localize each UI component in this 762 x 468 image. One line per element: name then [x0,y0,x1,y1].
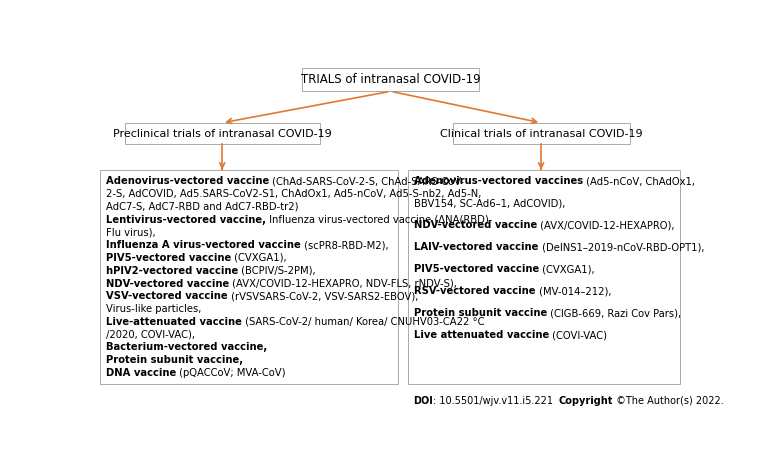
FancyBboxPatch shape [125,123,320,145]
Text: (DelNS1–2019-nCoV-RBD-OPT1),: (DelNS1–2019-nCoV-RBD-OPT1), [539,242,704,252]
Text: (rVSVSARS-CoV-2, VSV-SARS2-EBOV),: (rVSVSARS-CoV-2, VSV-SARS2-EBOV), [228,291,418,301]
Text: 2-S, AdCOVID, Ad5.SARS-CoV2-S1, ChAdOx1, Ad5-nCoV, Ad5-S-nb2, Ad5-N,: 2-S, AdCOVID, Ad5.SARS-CoV2-S1, ChAdOx1,… [106,189,482,199]
Text: : 10.5501/wjv.v11.i5.221: : 10.5501/wjv.v11.i5.221 [433,396,559,406]
Text: (scPR8-RBD-M2),: (scPR8-RBD-M2), [301,240,389,250]
Text: Protein subunit vaccine: Protein subunit vaccine [415,308,547,318]
Text: (COVI-VAC): (COVI-VAC) [549,330,607,340]
Text: (SARS-CoV-2/ human/ Korea/ CNUHV03-CA22 °C: (SARS-CoV-2/ human/ Korea/ CNUHV03-CA22 … [242,317,485,327]
Text: Influenza A virus-vectored vaccine: Influenza A virus-vectored vaccine [106,240,301,250]
Text: Clinical trials of intranasal COVID-19: Clinical trials of intranasal COVID-19 [440,129,642,139]
Text: (AVX/COVID-12-HEXAPRO),: (AVX/COVID-12-HEXAPRO), [537,220,675,230]
Text: Influenza virus-vectored vaccine (ΔNA(RBD)-: Influenza virus-vectored vaccine (ΔNA(RB… [266,214,492,225]
Text: hPIV2-vectored vaccine: hPIV2-vectored vaccine [106,266,239,276]
Text: ©The Author(s) 2022.: ©The Author(s) 2022. [613,396,724,406]
Text: Virus-like particles,: Virus-like particles, [106,304,201,314]
Text: Preclinical trials of intranasal COVID-19: Preclinical trials of intranasal COVID-1… [113,129,331,139]
FancyBboxPatch shape [100,170,399,384]
Text: /2020, COVI-VAC),: /2020, COVI-VAC), [106,329,195,340]
Text: TRIALS of intranasal COVID-19: TRIALS of intranasal COVID-19 [301,73,480,86]
Text: (BCPIV/S-2PM),: (BCPIV/S-2PM), [239,266,315,276]
Text: Protein subunit vaccine,: Protein subunit vaccine, [106,355,243,365]
Text: Live attenuated vaccine: Live attenuated vaccine [415,330,549,340]
Text: (MV-014–212),: (MV-014–212), [536,286,611,296]
Text: (pQACCoV; MVA-CoV): (pQACCoV; MVA-CoV) [176,368,286,378]
FancyBboxPatch shape [408,170,680,384]
Text: Adenovirus-vectored vaccines: Adenovirus-vectored vaccines [415,176,583,186]
Text: Flu virus),: Flu virus), [106,227,155,237]
Text: LAIV-vectored vaccine: LAIV-vectored vaccine [415,242,539,252]
Text: (Ad5-nCoV, ChAdOx1,: (Ad5-nCoV, ChAdOx1, [583,176,695,186]
Text: DOI: DOI [413,396,433,406]
Text: BBV154, SC-Ad6–1, AdCOVID),: BBV154, SC-Ad6–1, AdCOVID), [415,198,565,208]
Text: (CIGB-669, Razi Cov Pars),: (CIGB-669, Razi Cov Pars), [547,308,681,318]
FancyBboxPatch shape [453,123,629,145]
Text: PIV5-vectored vaccine: PIV5-vectored vaccine [415,264,539,274]
Text: RSV-vectored vaccine: RSV-vectored vaccine [415,286,536,296]
Text: AdC7-S, AdC7-RBD and AdC7-RBD-tr2): AdC7-S, AdC7-RBD and AdC7-RBD-tr2) [106,202,299,212]
Text: NDV-vectored vaccine: NDV-vectored vaccine [106,278,229,288]
Text: Copyright: Copyright [559,396,613,406]
Text: VSV-vectored vaccine: VSV-vectored vaccine [106,291,228,301]
Text: (CVXGA1),: (CVXGA1), [231,253,287,263]
Text: Bacterium-vectored vaccine,: Bacterium-vectored vaccine, [106,343,267,352]
Text: Lentivirus-vectored vaccine,: Lentivirus-vectored vaccine, [106,214,266,225]
Text: (CVXGA1),: (CVXGA1), [539,264,595,274]
Text: Adenovirus-vectored vaccine: Adenovirus-vectored vaccine [106,176,269,186]
Text: DNA vaccine: DNA vaccine [106,368,176,378]
Text: (ChAd-SARS-CoV-2-S, ChAd-SARS-CoV-: (ChAd-SARS-CoV-2-S, ChAd-SARS-CoV- [269,176,464,186]
FancyBboxPatch shape [302,68,479,91]
Text: NDV-vectored vaccine: NDV-vectored vaccine [415,220,537,230]
Text: (AVX/COVID-12-HEXAPRO, NDV-FLS, rNDV-S),: (AVX/COVID-12-HEXAPRO, NDV-FLS, rNDV-S), [229,278,457,288]
Text: Live-attenuated vaccine: Live-attenuated vaccine [106,317,242,327]
Text: PIV5-vectored vaccine: PIV5-vectored vaccine [106,253,231,263]
